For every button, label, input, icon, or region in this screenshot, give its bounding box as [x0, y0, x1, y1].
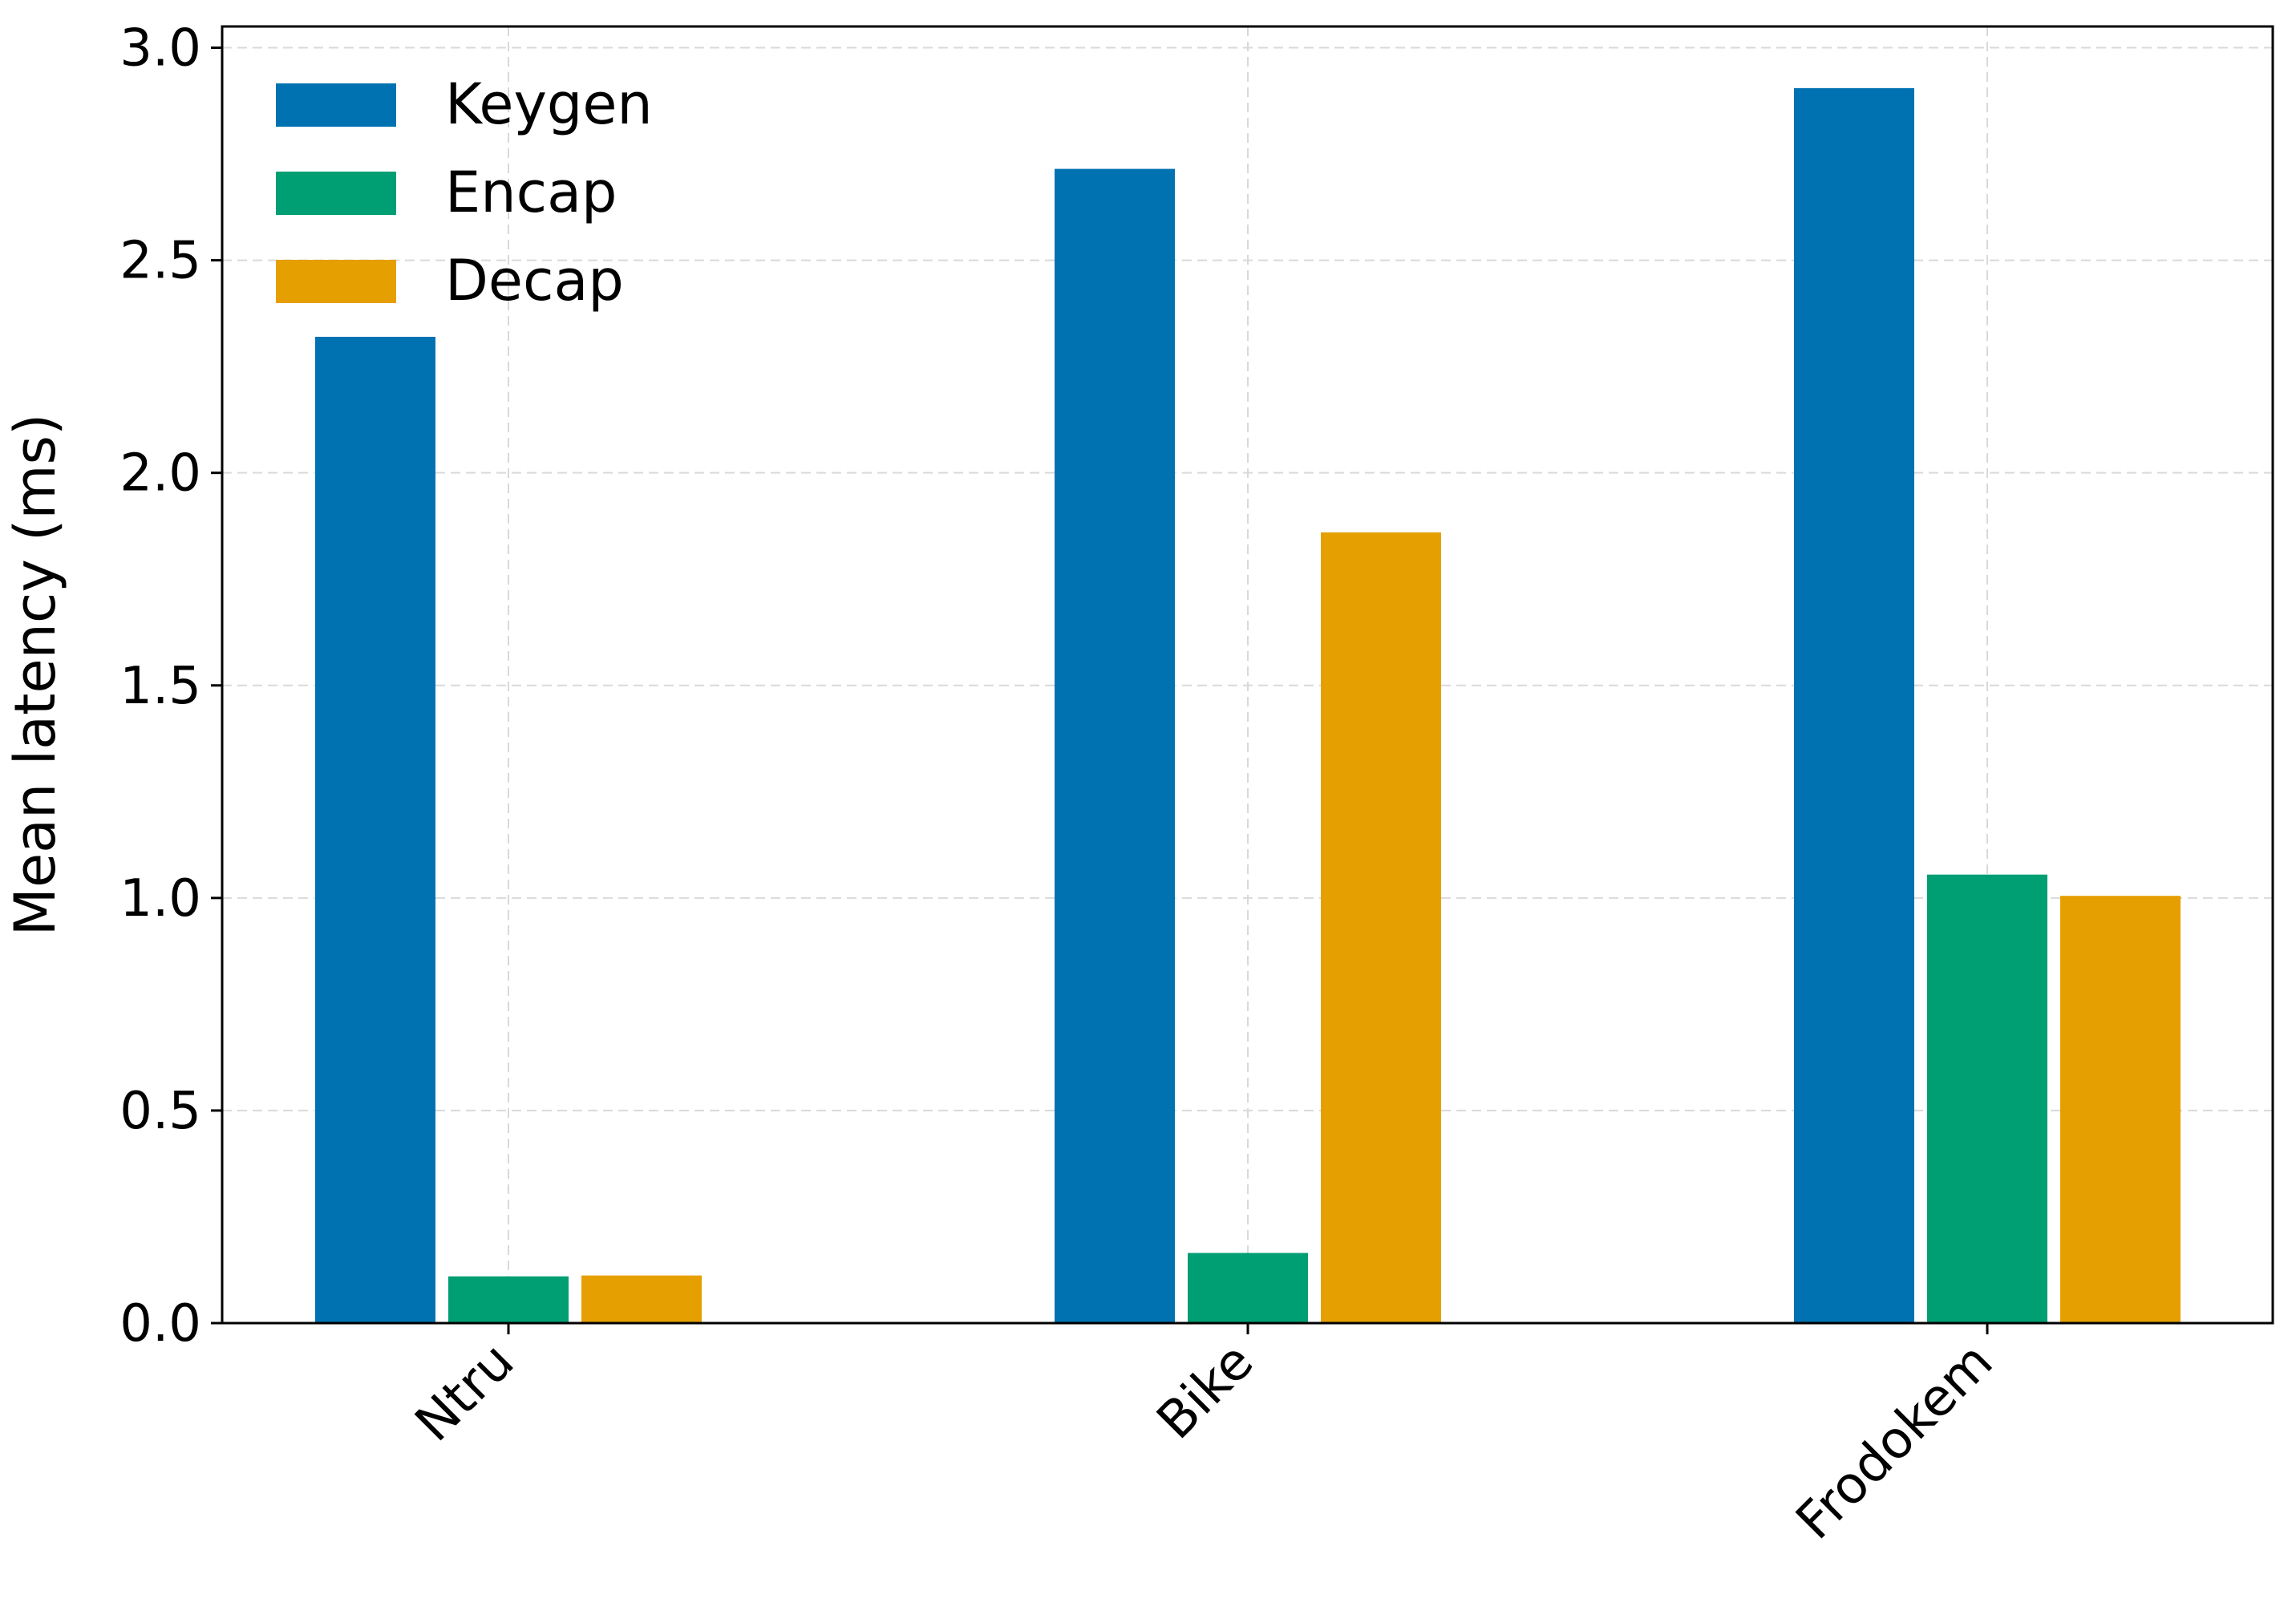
y-tick-label: 0.0 [119, 1294, 201, 1354]
legend-label-decap: Decap [445, 248, 624, 314]
bar-keygen-bike [1055, 168, 1175, 1323]
y-tick-label: 2.5 [119, 232, 201, 291]
y-tick-label: 1.0 [119, 869, 201, 929]
y-axis-label: Mean latency (ms) [2, 414, 68, 937]
bar-decap-frodokem [2060, 896, 2181, 1323]
legend: Keygen Encap Decap [276, 71, 653, 314]
legend-label-encap: Encap [445, 160, 617, 225]
bars [315, 87, 2181, 1324]
y-tick-label: 0.5 [119, 1082, 201, 1141]
y-tick-label: 1.5 [119, 657, 201, 716]
y-axis: 0.0 0.5 1.0 1.5 2.0 2.5 3.0 [119, 19, 222, 1354]
y-tick-label: 3.0 [119, 19, 201, 79]
bar-encap-frodokem [1927, 874, 2047, 1323]
legend-swatch-decap [276, 260, 396, 303]
bar-encap-bike [1188, 1253, 1308, 1323]
legend-label-keygen: Keygen [445, 71, 653, 137]
bar-keygen-frodokem [1794, 87, 1914, 1323]
legend-swatch-keygen [276, 83, 396, 127]
bar-keygen-ntru [315, 337, 435, 1324]
bar-decap-ntru [581, 1275, 702, 1323]
bar-decap-bike [1321, 532, 1441, 1323]
y-tick-label: 2.0 [119, 444, 201, 504]
bar-encap-ntru [448, 1276, 569, 1323]
legend-swatch-encap [276, 172, 396, 215]
